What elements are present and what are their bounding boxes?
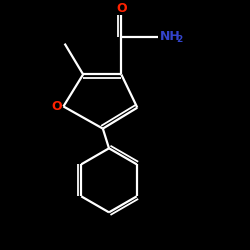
Text: O: O [51,100,62,113]
Text: O: O [116,2,126,15]
Text: 2: 2 [176,35,182,44]
Text: NH: NH [160,30,181,43]
